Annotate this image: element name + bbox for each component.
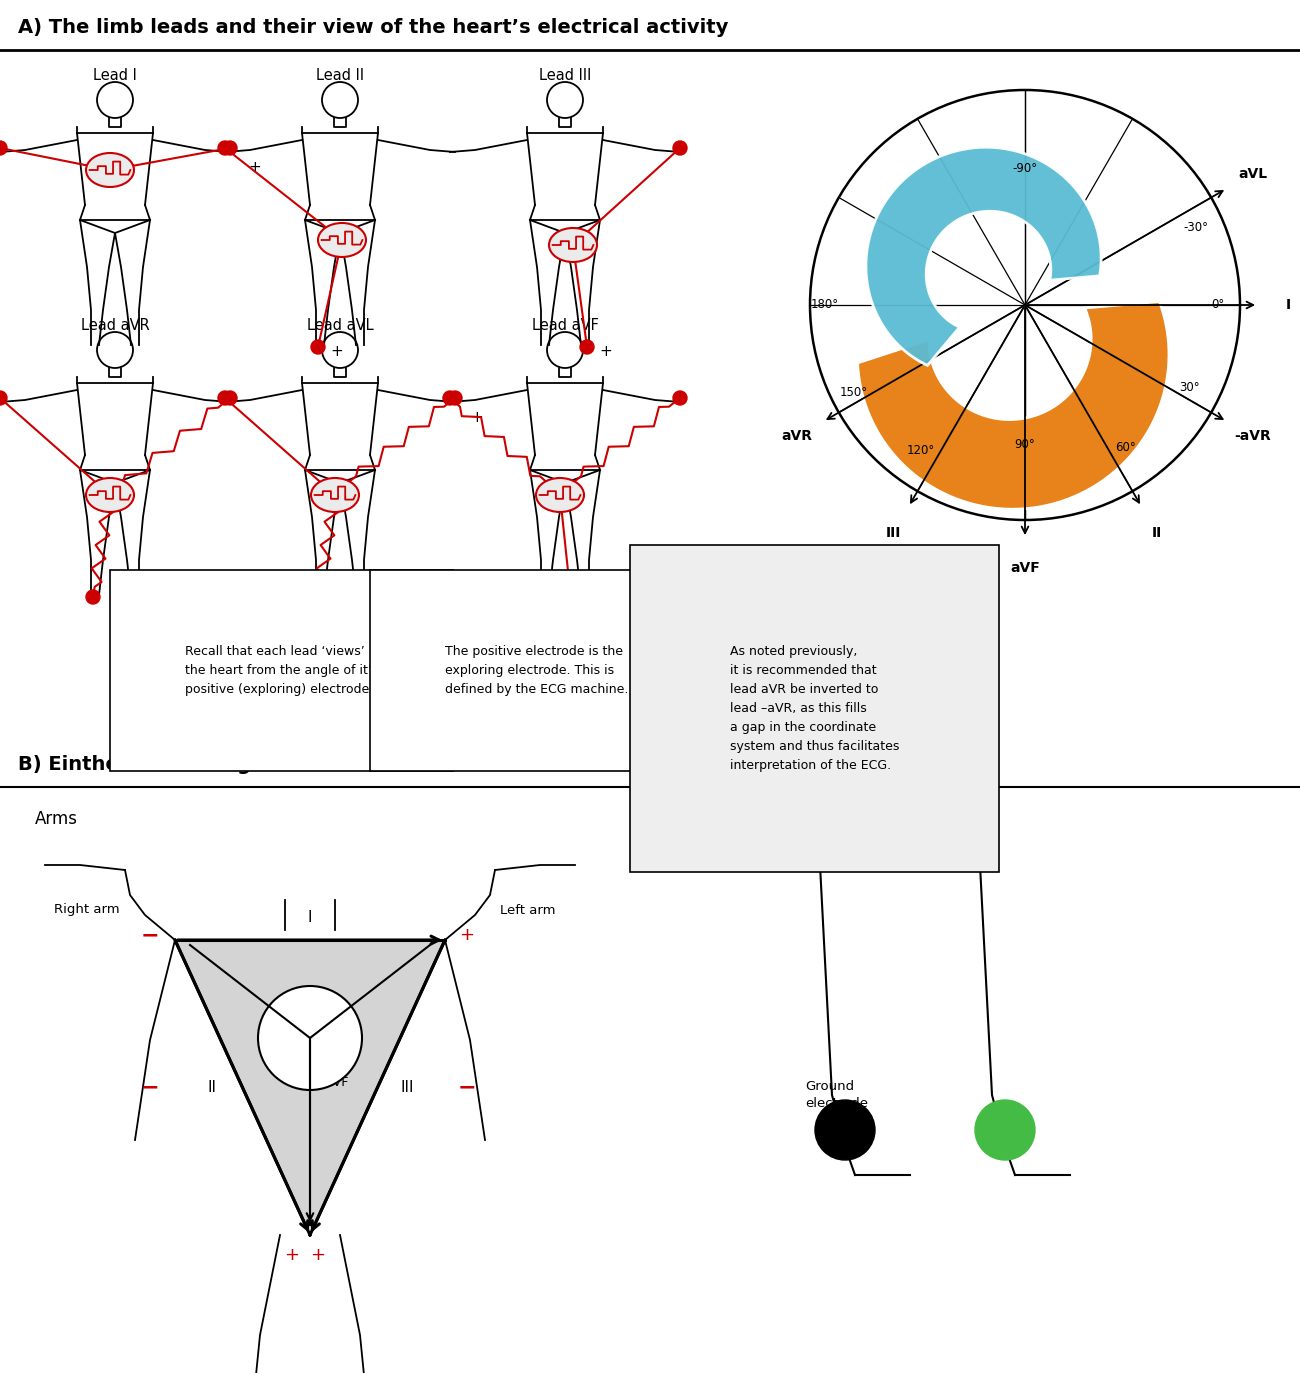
Text: +: + xyxy=(471,411,482,426)
Text: aVL: aVL xyxy=(1238,166,1268,180)
Text: aVL: aVL xyxy=(330,1013,354,1027)
Text: aVF: aVF xyxy=(1010,562,1040,575)
Text: 90°: 90° xyxy=(1014,438,1035,452)
Text: 180°: 180° xyxy=(811,298,839,312)
Text: aVR: aVR xyxy=(781,430,812,443)
Circle shape xyxy=(580,341,594,354)
Circle shape xyxy=(563,584,577,597)
Text: I: I xyxy=(308,910,312,925)
Text: 30°: 30° xyxy=(1179,380,1200,394)
Circle shape xyxy=(218,391,231,405)
Circle shape xyxy=(218,141,231,155)
Text: Recall that each lead ‘views’
the heart from the angle of it’s
positive (explori: Recall that each lead ‘views’ the heart … xyxy=(185,645,378,696)
Text: III: III xyxy=(400,1079,413,1094)
Text: The positive electrode is the
exploring electrode. This is
defined by the ECG ma: The positive electrode is the exploring … xyxy=(445,645,628,696)
Ellipse shape xyxy=(318,222,367,257)
Ellipse shape xyxy=(86,478,134,512)
Circle shape xyxy=(0,391,6,405)
Circle shape xyxy=(975,1100,1035,1160)
Circle shape xyxy=(86,590,100,604)
Circle shape xyxy=(224,141,237,155)
Circle shape xyxy=(311,341,325,354)
Ellipse shape xyxy=(311,478,359,512)
Text: +: + xyxy=(459,925,474,945)
Text: +: + xyxy=(285,1247,299,1265)
Text: -90°: -90° xyxy=(1013,162,1037,174)
Text: 0°: 0° xyxy=(1212,298,1225,312)
Text: Legs: Legs xyxy=(650,810,689,828)
Text: +: + xyxy=(599,345,612,360)
Text: +: + xyxy=(311,1247,325,1265)
Text: II: II xyxy=(208,1079,217,1094)
Text: aVF: aVF xyxy=(325,1076,348,1090)
Text: aVR: aVR xyxy=(269,1013,295,1027)
Text: Lead aVF: Lead aVF xyxy=(532,319,598,334)
Circle shape xyxy=(0,141,6,155)
Circle shape xyxy=(448,391,461,405)
Text: A) The limb leads and their view of the heart’s electrical activity: A) The limb leads and their view of the … xyxy=(18,18,728,37)
Circle shape xyxy=(673,141,686,155)
Text: As noted previously,
it is recommended that
lead aVR be inverted to
lead –aVR, a: As noted previously, it is recommended t… xyxy=(731,645,900,772)
Text: +: + xyxy=(330,345,343,360)
Polygon shape xyxy=(866,147,1101,365)
Text: 150°: 150° xyxy=(840,386,868,400)
Text: Lead aVR: Lead aVR xyxy=(81,319,150,334)
Text: −: − xyxy=(458,1076,476,1097)
Text: 60°: 60° xyxy=(1115,441,1136,454)
Ellipse shape xyxy=(549,228,597,262)
Text: Arms: Arms xyxy=(35,810,78,828)
Text: Lead I: Lead I xyxy=(94,69,136,82)
Text: +: + xyxy=(248,161,261,176)
Text: Lead III: Lead III xyxy=(538,69,592,82)
Text: II: II xyxy=(1152,526,1162,540)
Circle shape xyxy=(443,391,458,405)
Text: −: − xyxy=(140,1076,160,1097)
Ellipse shape xyxy=(86,152,134,187)
Text: B) Einthoven’s triangle: B) Einthoven’s triangle xyxy=(18,755,270,774)
Text: -aVR: -aVR xyxy=(1235,430,1271,443)
Circle shape xyxy=(311,590,325,604)
Text: I: I xyxy=(1286,298,1291,312)
Polygon shape xyxy=(176,941,445,1234)
Text: Right arm: Right arm xyxy=(55,903,120,917)
Circle shape xyxy=(224,391,237,405)
Circle shape xyxy=(257,986,361,1090)
Ellipse shape xyxy=(536,478,584,512)
Text: III: III xyxy=(885,526,901,540)
Text: −: − xyxy=(140,925,160,945)
Text: 120°: 120° xyxy=(906,445,935,457)
Text: Ground
electrode: Ground electrode xyxy=(805,1081,868,1109)
Circle shape xyxy=(673,391,686,405)
Text: +: + xyxy=(582,593,595,607)
Text: Lead aVL: Lead aVL xyxy=(307,319,373,334)
Text: Lead II: Lead II xyxy=(316,69,364,82)
Circle shape xyxy=(815,1100,875,1160)
Text: -30°: -30° xyxy=(1183,221,1209,233)
Text: Left arm: Left arm xyxy=(500,903,555,917)
Polygon shape xyxy=(858,302,1169,509)
